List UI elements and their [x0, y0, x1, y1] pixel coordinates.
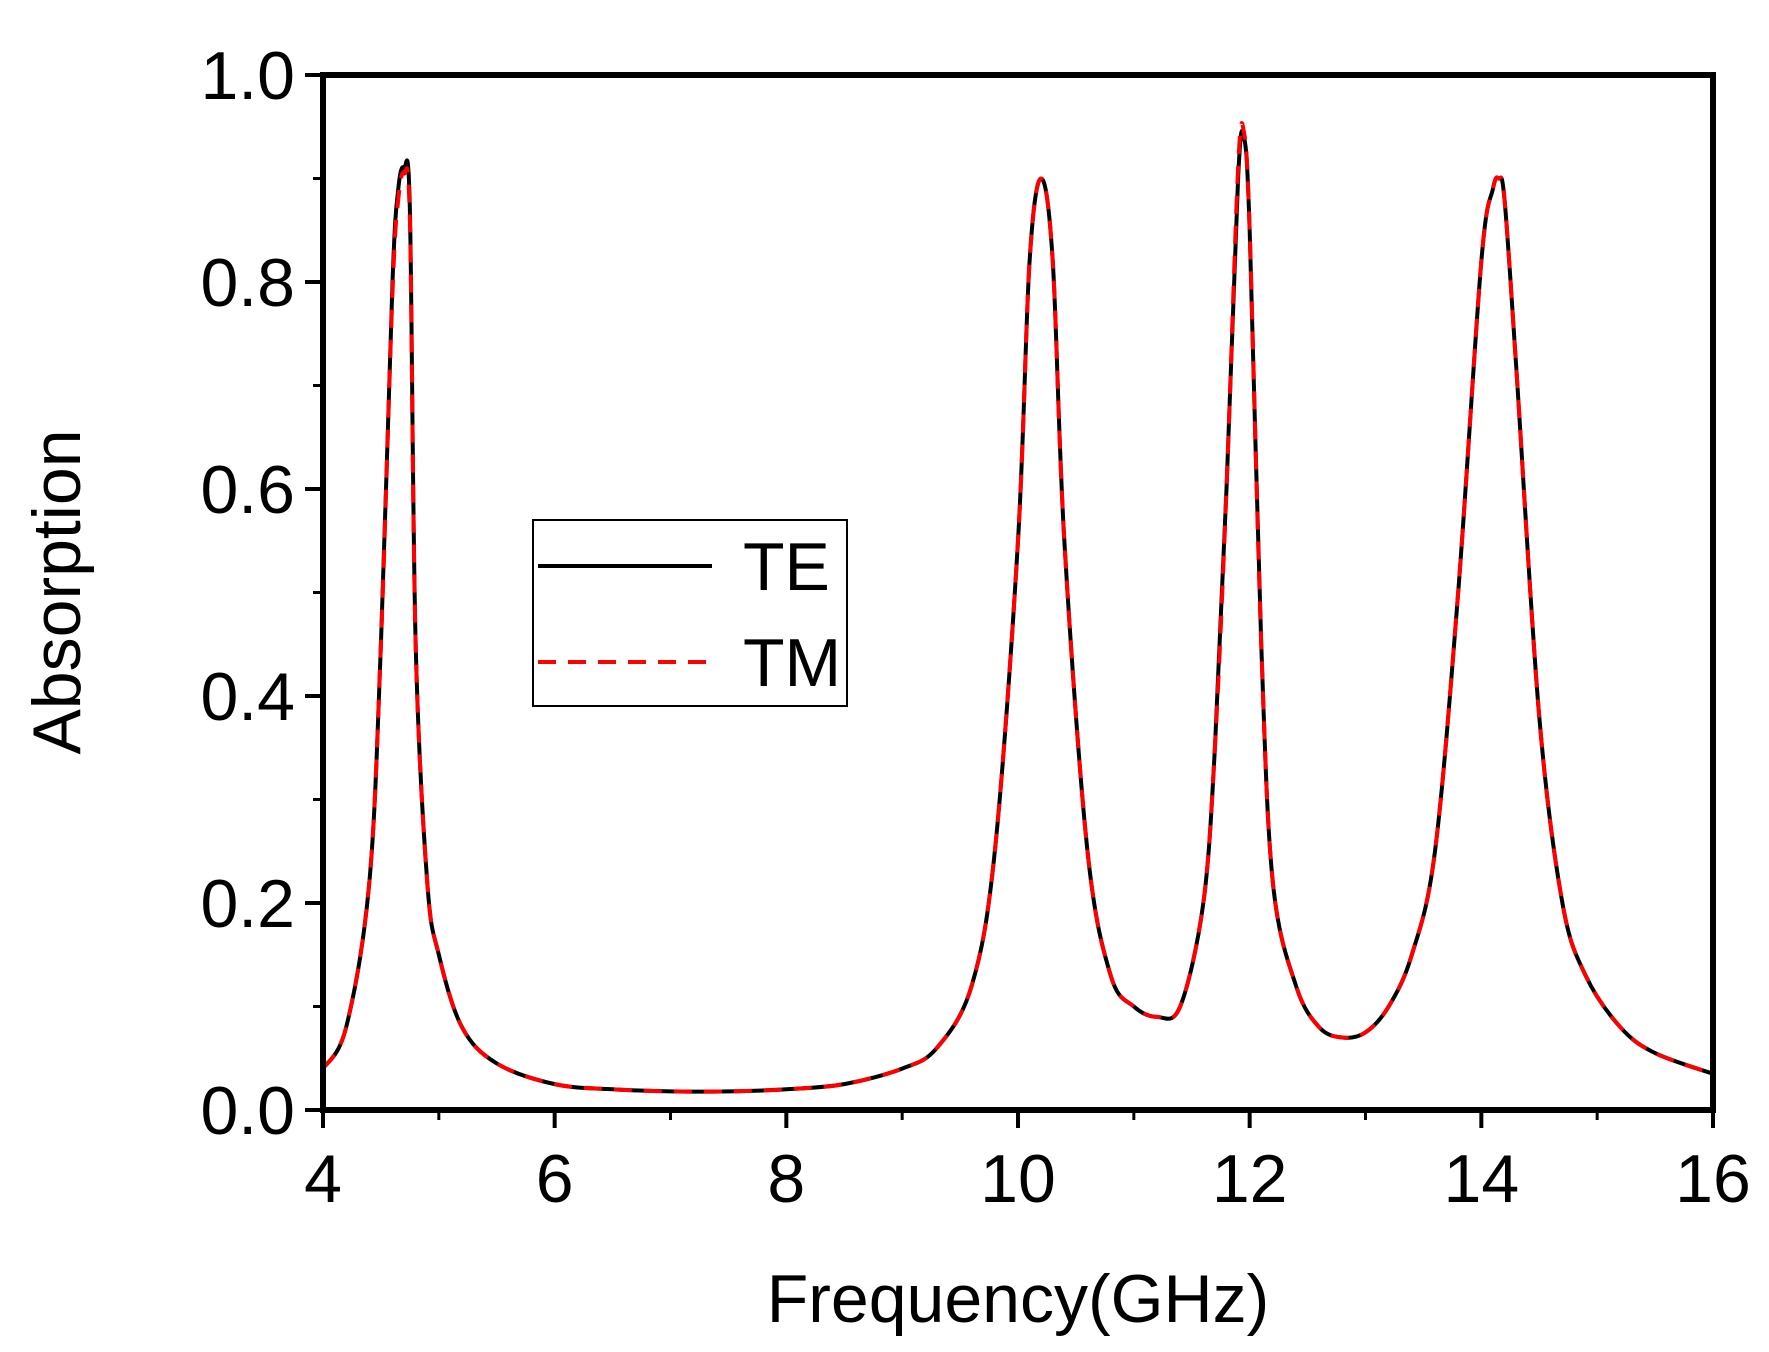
plot-frame	[320, 72, 1716, 1113]
x-tick-label: 4	[304, 1141, 342, 1217]
legend-box	[532, 519, 848, 707]
x-axis-title: Frequency(GHz)	[767, 1261, 1270, 1337]
legend-label-tm: TM	[743, 625, 841, 701]
y-tick-label: 0.2	[200, 866, 295, 942]
y-tick-label: 0.6	[200, 452, 295, 528]
legend: TE TM	[532, 519, 848, 707]
x-tick-label: 6	[536, 1141, 574, 1217]
y-tick-label: 0.0	[200, 1073, 295, 1149]
ticks-layer	[305, 73, 1715, 1128]
y-tick-label: 1.0	[200, 38, 295, 114]
series-layer	[321, 121, 1714, 1094]
y-tick-label: 0.8	[200, 245, 295, 321]
legend-label-te: TE	[743, 529, 830, 605]
tick-labels-layer: 4 6 8 10 12 14 16 0.0 0.2 0.4 0.6 0.8 1.0	[200, 38, 1750, 1217]
x-tick-label: 12	[1212, 1141, 1288, 1217]
series-line-te	[321, 128, 1714, 1094]
x-tick-label: 16	[1675, 1141, 1751, 1217]
y-tick-label: 0.4	[200, 659, 295, 735]
y-axis-title: Absorption	[19, 429, 95, 754]
x-tick-label: 14	[1444, 1141, 1520, 1217]
x-tick-label: 10	[980, 1141, 1056, 1217]
series-line-tm	[321, 121, 1714, 1094]
x-tick-label: 8	[767, 1141, 805, 1217]
